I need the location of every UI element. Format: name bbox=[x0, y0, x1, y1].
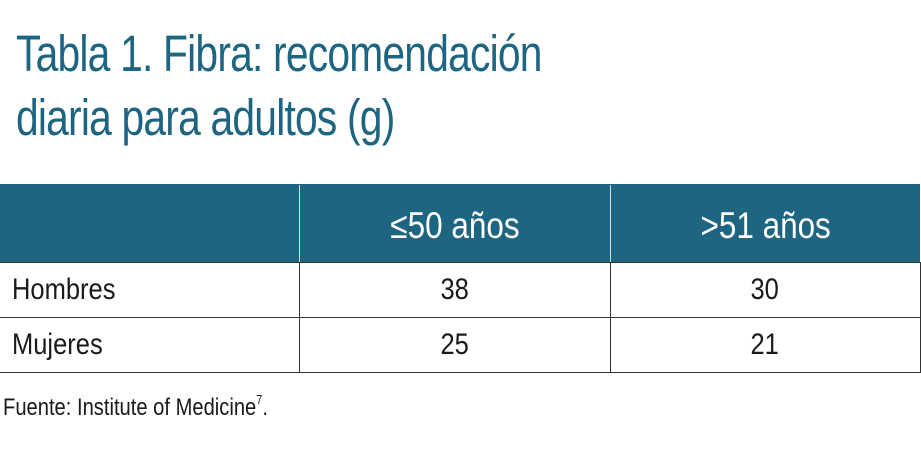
source-end: . bbox=[262, 394, 268, 421]
men-51-plus-value: 30 bbox=[609, 262, 921, 318]
source-text: Fuente: Institute of Medicine bbox=[3, 394, 257, 421]
table-header-row: ≤50 años >51 años bbox=[0, 184, 920, 263]
table-title-line-1: Tabla 1. Fibra: recomendación bbox=[16, 25, 542, 82]
table-title-line-2: diaria para adultos (g) bbox=[16, 89, 395, 146]
table-title: Tabla 1. Fibra: recomendación diaria par… bbox=[16, 22, 542, 150]
men-50-or-less-value: 38 bbox=[298, 262, 611, 318]
women-50-or-less-value: 25 bbox=[298, 317, 611, 373]
table-row-men: Hombres 38 30 bbox=[0, 262, 921, 318]
row-label-men: Hombres bbox=[0, 262, 300, 318]
table-row-women: Mujeres 25 21 bbox=[0, 317, 921, 373]
women-51-plus-value: 21 bbox=[609, 317, 921, 373]
fiber-table: ≤50 años >51 años Hombres 38 30 Mujeres … bbox=[0, 184, 921, 373]
source-reference: 7 bbox=[256, 392, 263, 407]
row-label-women: Mujeres bbox=[0, 317, 300, 373]
header-empty-cell bbox=[0, 184, 299, 263]
header-age-50-or-less: ≤50 años bbox=[298, 184, 610, 263]
header-age-51-plus: >51 años bbox=[609, 184, 920, 263]
source-note: Fuente: Institute of Medicine7. bbox=[3, 392, 268, 422]
